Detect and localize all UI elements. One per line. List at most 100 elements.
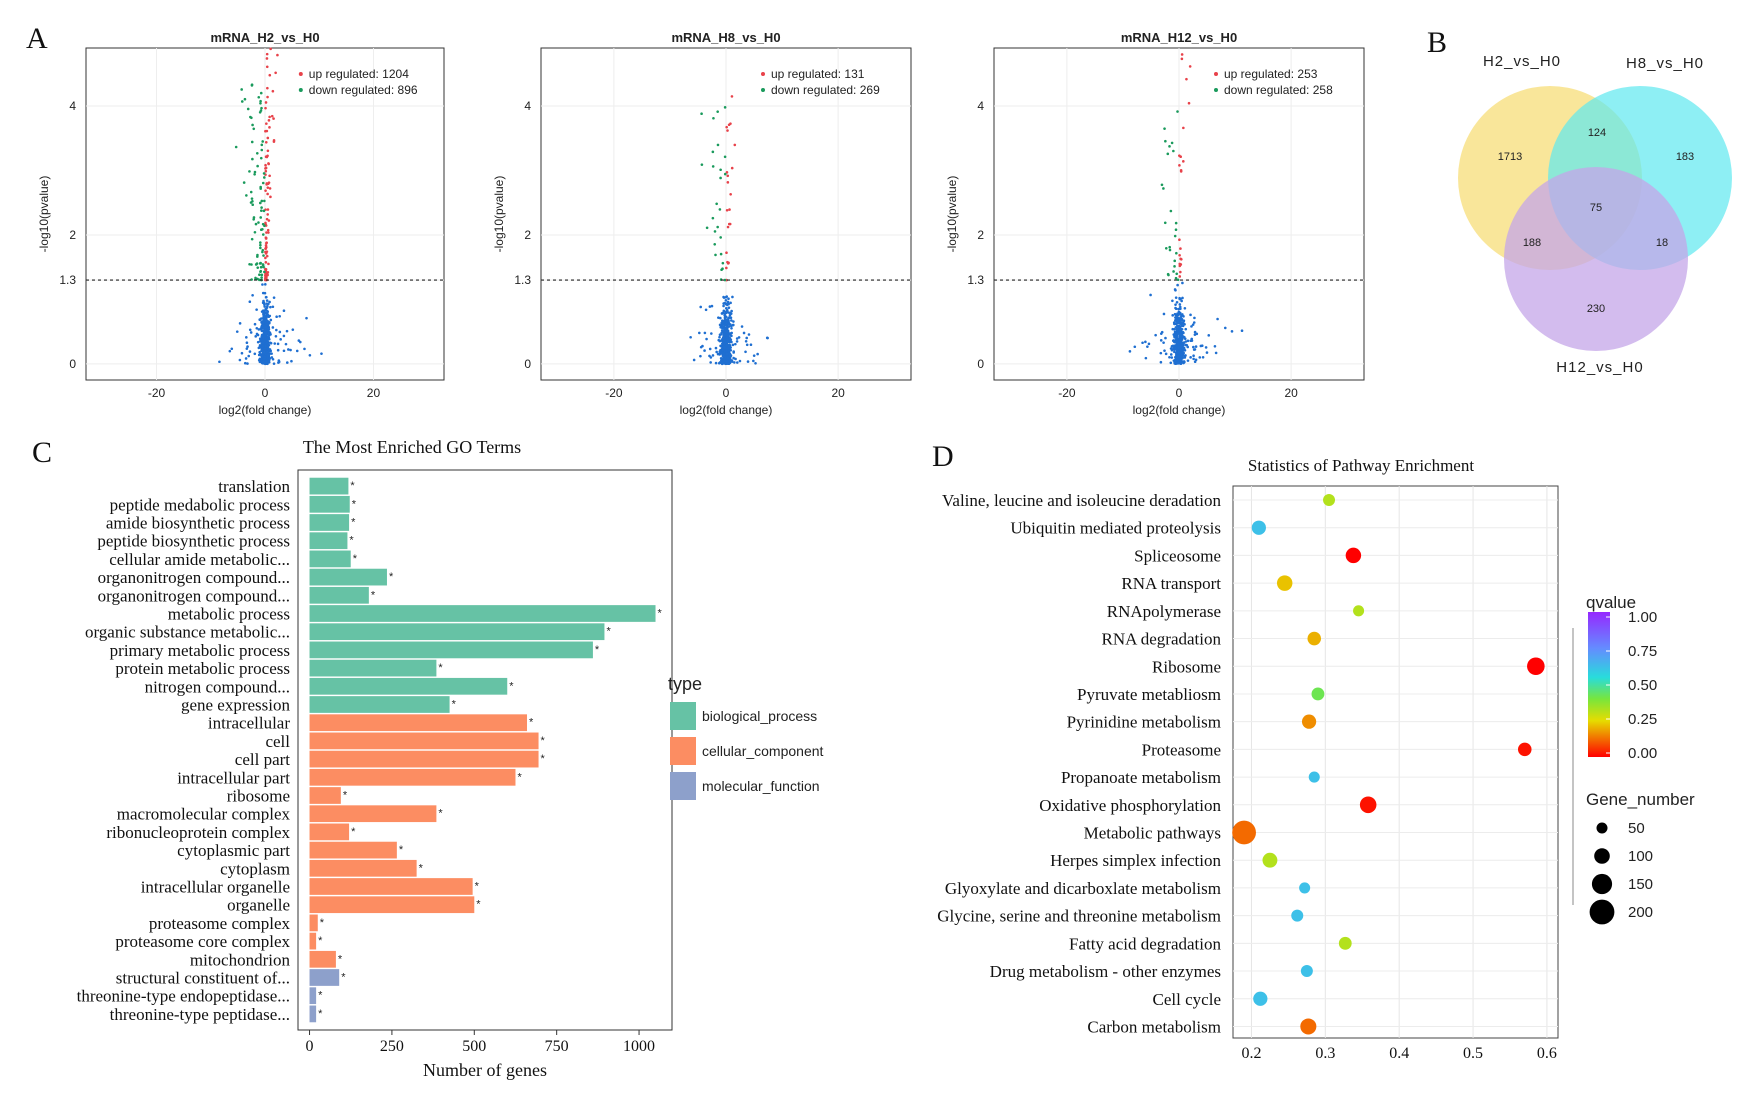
y-tick-label: 1.3 [967, 273, 984, 287]
legend-down-regulated: down regulated: 269 [771, 83, 880, 97]
point-not-significant [1162, 341, 1165, 344]
pathway-dot-19 [1253, 991, 1268, 1006]
x-tick-label: 0 [723, 386, 730, 400]
x-tick-label: -20 [1058, 386, 1076, 400]
point-not-significant [308, 354, 312, 357]
bar-7 [309, 586, 369, 604]
point-up-regulated [264, 101, 268, 104]
point-not-significant [290, 359, 293, 363]
point-not-significant [718, 323, 722, 327]
point-down-regulated [705, 226, 709, 230]
point-not-significant [251, 293, 254, 297]
point-up-regulated [1178, 164, 1181, 167]
point-down-regulated [262, 265, 265, 269]
point-not-significant [269, 318, 273, 322]
point-not-significant [1184, 354, 1187, 357]
point-not-significant [732, 320, 735, 323]
category-label: cytoplasm [220, 859, 290, 878]
x-tick-label: 0 [1176, 386, 1183, 400]
point-not-significant [1193, 330, 1197, 334]
point-not-significant [726, 340, 729, 344]
point-not-significant [1181, 281, 1184, 285]
point-down-regulated [263, 199, 266, 203]
point-not-significant [259, 345, 262, 349]
pathway-label: Drug metabolism - other enzymes [990, 962, 1221, 981]
point-not-significant [725, 295, 729, 298]
point-not-significant [279, 338, 282, 341]
point-not-significant [1178, 297, 1182, 301]
point-not-significant [1181, 296, 1184, 300]
bar-marker: * [352, 498, 357, 510]
point-not-significant [1173, 288, 1177, 291]
point-not-significant [718, 350, 722, 353]
point-not-significant [727, 297, 730, 301]
point-down-regulated [250, 197, 254, 200]
point-down-regulated [262, 172, 266, 175]
point-down-regulated [254, 276, 257, 280]
point-not-significant [1159, 351, 1163, 355]
y-axis-label: -log10(pvalue) [492, 176, 506, 253]
x-tick-label: 0 [306, 1038, 314, 1055]
point-not-significant [725, 360, 729, 363]
bar-marker: * [338, 953, 343, 965]
point-not-significant [1169, 353, 1173, 356]
y-axis-label: -log10(pvalue) [37, 176, 51, 253]
point-not-significant [255, 332, 259, 336]
point-not-significant [1201, 356, 1205, 359]
point-not-significant [1176, 319, 1179, 323]
point-up-regulated [1179, 169, 1183, 172]
point-not-significant [1177, 338, 1181, 341]
point-up-regulated [266, 95, 269, 99]
point-not-significant [272, 362, 276, 365]
point-not-significant [255, 326, 259, 330]
y-tick-label: 0 [69, 357, 76, 371]
pathway-dot-4 [1276, 575, 1293, 591]
point-not-significant [1174, 296, 1178, 299]
point-not-significant [732, 351, 735, 354]
point-not-significant [726, 362, 730, 366]
point-up-regulated [727, 222, 731, 226]
point-up-regulated [733, 143, 737, 147]
point-not-significant [718, 333, 722, 337]
point-down-regulated [261, 140, 265, 143]
pathway-dot-6 [1307, 631, 1322, 646]
panel-label-c: C [32, 436, 52, 469]
point-not-significant [1154, 333, 1157, 337]
category-label: protein metabolic process [115, 659, 290, 678]
point-not-significant [1178, 331, 1182, 335]
bar-30 [309, 1005, 317, 1023]
legend-up-regulated: up regulated: 1204 [309, 67, 409, 81]
point-down-regulated [1160, 183, 1164, 187]
point-down-regulated [712, 116, 715, 120]
point-down-regulated [252, 216, 256, 219]
point-not-significant [1180, 355, 1184, 358]
point-up-regulated [265, 241, 268, 245]
x-tick-label: -20 [605, 386, 623, 400]
point-not-significant [728, 316, 731, 319]
point-not-significant [244, 357, 248, 360]
point-down-regulated [245, 194, 248, 197]
point-down-regulated [250, 237, 254, 241]
category-label: peptide medabolic process [110, 495, 290, 514]
point-not-significant [708, 305, 712, 308]
point-up-regulated [270, 114, 274, 118]
point-down-regulated [259, 246, 262, 250]
point-not-significant [263, 305, 266, 308]
point-not-significant [746, 360, 750, 363]
point-not-significant [1223, 326, 1227, 330]
point-not-significant [268, 300, 271, 304]
point-not-significant [699, 305, 702, 309]
category-label: metabolic process [168, 605, 290, 624]
point-not-significant [262, 350, 266, 354]
point-not-significant [730, 360, 734, 363]
point-not-significant [1179, 348, 1182, 352]
point-not-significant [722, 321, 725, 324]
point-up-regulated [267, 231, 270, 234]
point-not-significant [276, 348, 280, 352]
bar-13 [309, 696, 450, 713]
point-not-significant [723, 312, 727, 316]
point-not-significant [756, 352, 759, 356]
point-not-significant [269, 305, 272, 309]
point-up-regulated [1179, 270, 1182, 274]
point-not-significant [1169, 361, 1173, 365]
